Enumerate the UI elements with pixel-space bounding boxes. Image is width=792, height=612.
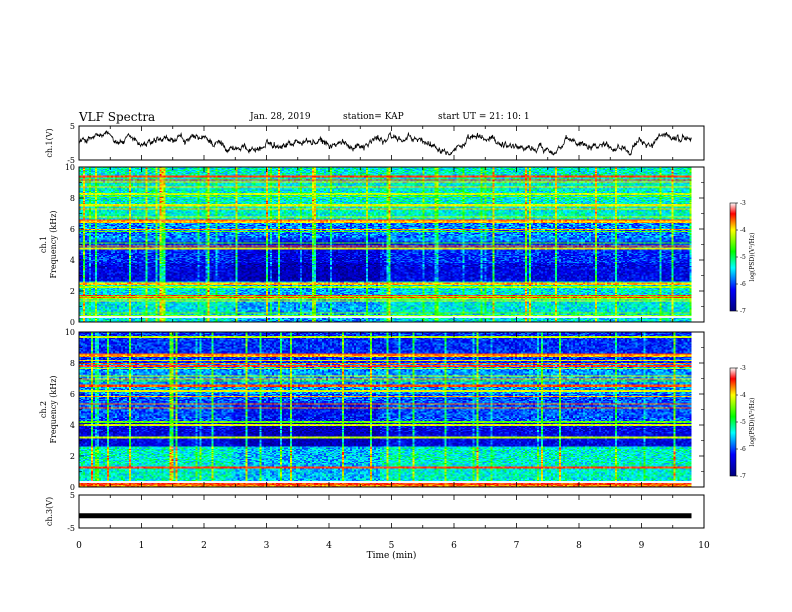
ch1-spectrogram-ytick-label: 2 [70,287,75,296]
x-tick-label: 10 [698,541,710,551]
ch1-spectrogram-colorbar-tick-label: -5 [740,254,746,261]
ch3-voltage-ytick-label: -5 [67,524,75,533]
x-tick-label: 0 [76,541,82,551]
ch1-spectrogram-image [79,167,692,322]
ch1-spectrogram-ytick-label: 4 [70,256,75,265]
ch2-spectrogram-colorbar [729,367,737,477]
ch2-spectrogram-ylabel: Frequency (kHz) [49,375,58,443]
ch1-voltage-ytick-label: -5 [67,156,75,165]
x-tick-label: 9 [639,541,645,551]
x-tick-label: 8 [576,541,582,551]
ch2-spectrogram-colorbar-label: log(PSD)(V²/Hz) [749,398,756,447]
ch1-voltage-frame [78,125,705,161]
ch1-voltage-ytick-label: 5 [70,122,75,131]
ch1-spectrogram-ylabel-channel: ch.1 [39,236,48,253]
x-tick-label: 6 [451,541,457,551]
x-tick-label: 5 [389,541,395,551]
ch2-spectrogram-ytick-label: 6 [70,390,75,399]
ch2-spectrogram-ylabel-channel: ch.2 [39,401,48,418]
station-label: station= KAP [343,112,404,122]
ch1-spectrogram-ytick-label: 8 [70,194,75,203]
ch1-spectrogram-ytick-label: 0 [70,318,75,327]
ch1-voltage-trace [78,130,692,156]
ch1-spectrogram-colorbar-tick-label: -3 [740,200,746,207]
start-time-label: start UT = 21: 10: 1 [438,112,530,122]
ch1-spectrogram-colorbar [729,202,737,312]
ch3-voltage-ytick-label: 5 [70,491,75,500]
ch1-spectrogram-ytick-label: 6 [70,225,75,234]
x-tick-label: 3 [264,541,270,551]
date-label: Jan. 28, 2019 [250,112,311,122]
ch2-spectrogram-ytick-label: 8 [70,359,75,368]
ch1-voltage-ylabel: ch.1(V) [45,128,54,157]
x-axis-label: Time (min) [367,550,417,561]
ch2-spectrogram-ytick-label: 2 [70,452,75,461]
ch2-spectrogram-colorbar-tick-label: -6 [740,446,746,453]
ch1-spectrogram-colorbar-label: log(PSD)(V²/Hz) [749,233,756,282]
ch3-voltage-ylabel: ch.3(V) [45,497,54,526]
x-tick-label: 2 [201,541,207,551]
ch2-spectrogram-ytick-label: 10 [65,328,75,337]
x-tick-label: 7 [514,541,520,551]
ch1-spectrogram-colorbar-tick-label: -4 [740,227,746,234]
ch1-spectrogram-ylabel: Frequency (kHz) [49,210,58,278]
ch2-spectrogram-image [79,332,692,487]
ch1-spectrogram-colorbar-tick-label: -7 [740,308,746,315]
ch1-spectrogram-colorbar-tick-label: -6 [740,281,746,288]
x-tick-label: 4 [326,541,332,551]
ch2-spectrogram-colorbar-tick-label: -7 [740,473,746,480]
ch2-spectrogram-colorbar-tick-label: -4 [740,392,746,399]
ch2-spectrogram-colorbar-tick-label: -5 [740,419,746,426]
ch2-spectrogram-colorbar-tick-label: -3 [740,365,746,372]
figure-title: VLF Spectra [79,110,156,124]
ch2-spectrogram-ytick-label: 4 [70,421,75,430]
ch2-spectrogram-ytick-label: 0 [70,483,75,492]
ch1-spectrogram-ytick-label: 10 [65,163,75,172]
x-tick-label: 1 [139,541,145,551]
